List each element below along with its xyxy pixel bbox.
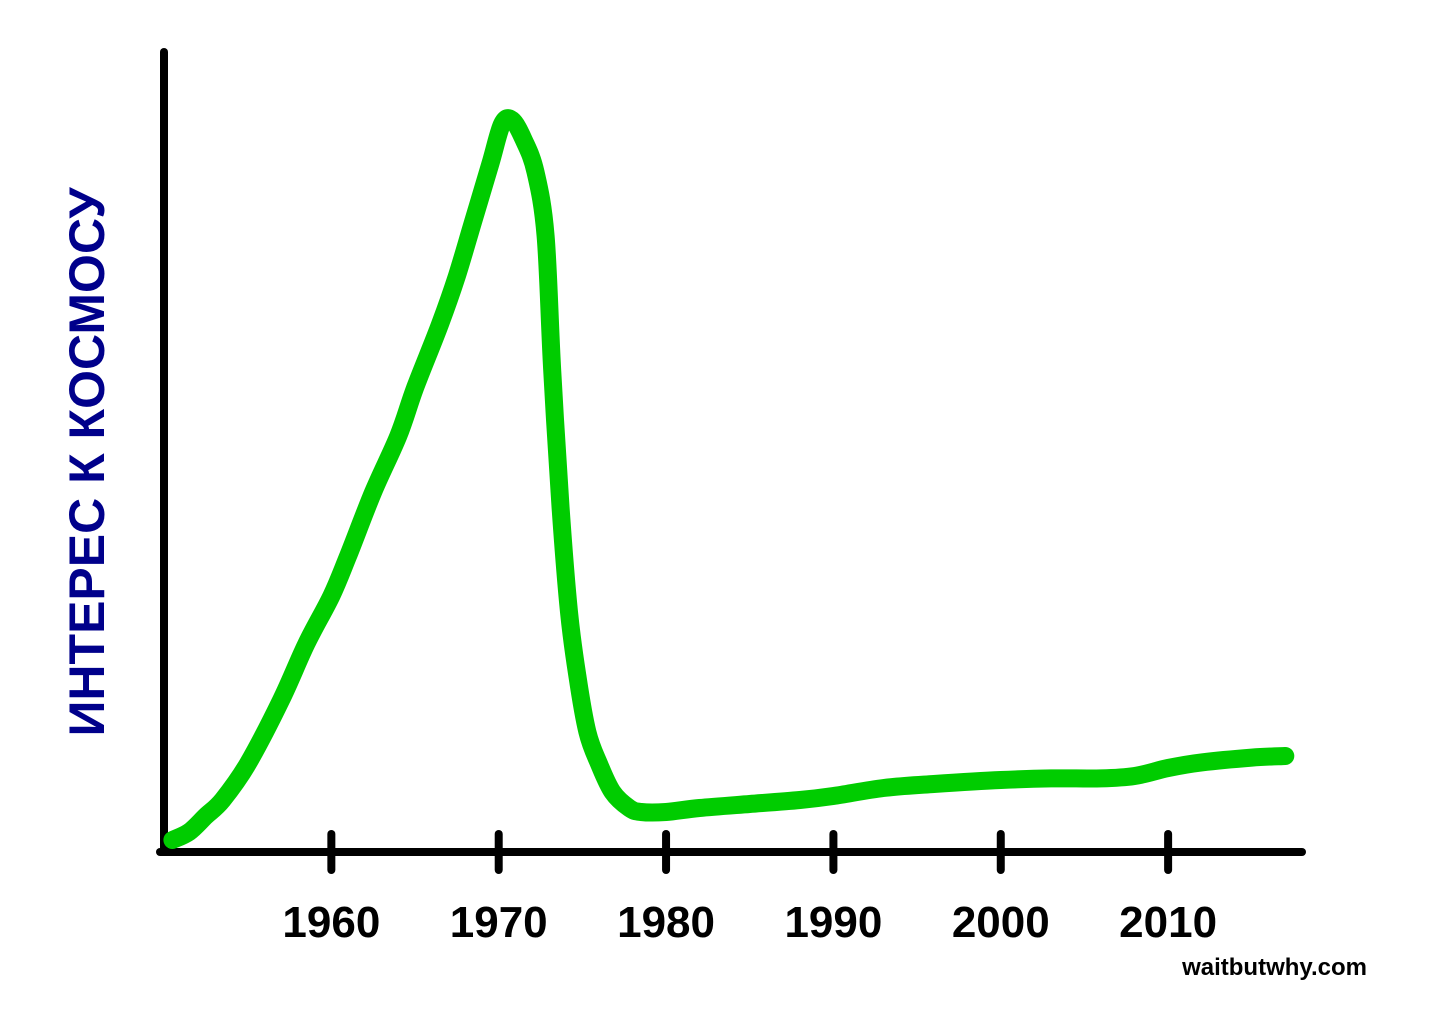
x-ticks bbox=[327, 830, 1173, 874]
series-line bbox=[163, 109, 1295, 849]
y-axis-label: ИНТЕРЕС К КОСМОСУ bbox=[59, 187, 115, 737]
watermark: waitbutwhy.com bbox=[1181, 954, 1367, 981]
axes bbox=[156, 48, 1306, 856]
x-tick-labels: 1960 1970 1980 1990 2000 2010 bbox=[282, 898, 1217, 947]
x-tick-label-1980: 1980 bbox=[617, 898, 715, 947]
x-tick-label-1990: 1990 bbox=[784, 898, 882, 947]
x-tick-label-1960: 1960 bbox=[282, 898, 380, 947]
x-tick-label-2000: 2000 bbox=[952, 898, 1050, 947]
x-tick-label-1970: 1970 bbox=[450, 898, 548, 947]
x-tick-label-2010: 2010 bbox=[1119, 898, 1217, 947]
